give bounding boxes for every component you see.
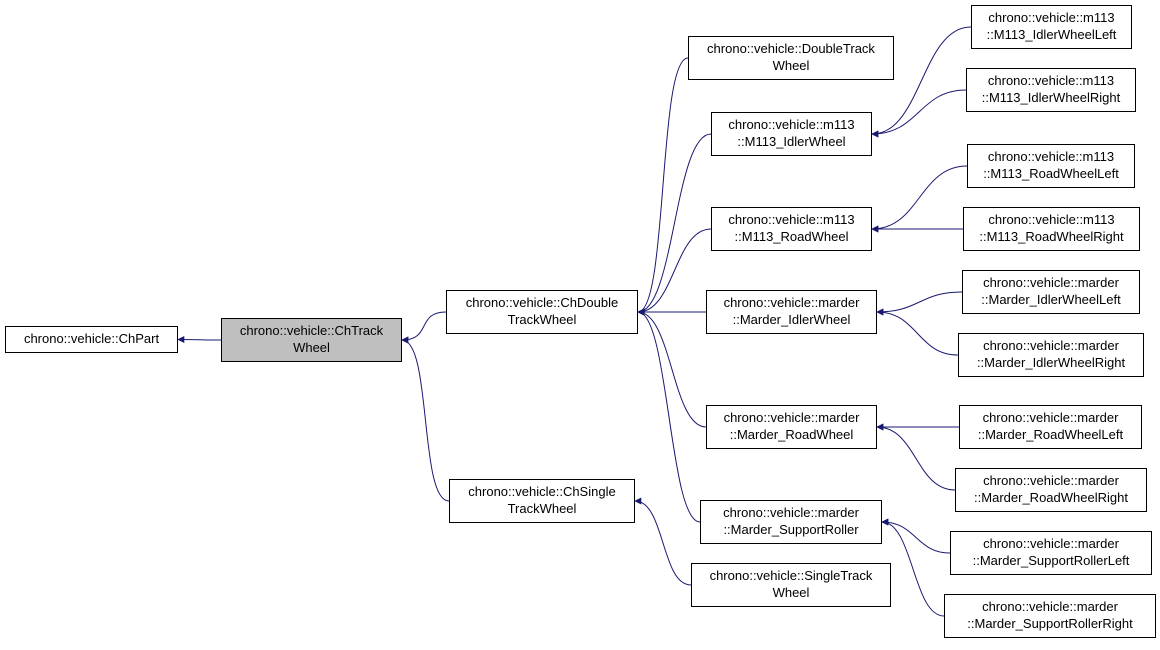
node-marderroadwheel[interactable]: chrono::vehicle::marder::Marder_RoadWhee… <box>706 405 877 449</box>
node-label-line2: TrackWheel <box>458 501 626 518</box>
node-marderidlerwheel[interactable]: chrono::vehicle::marder::Marder_IdlerWhe… <box>706 290 877 334</box>
edge-chsingletrackwheel-to-chtrackwheel <box>402 340 449 501</box>
node-m113roadleft[interactable]: chrono::vehicle::m113::M113_RoadWheelLef… <box>967 144 1135 188</box>
node-label-line2: ::Marder_SupportRollerRight <box>953 616 1147 633</box>
node-label-line1: chrono::vehicle::marder <box>967 338 1135 355</box>
node-marderidlerleft[interactable]: chrono::vehicle::marder::Marder_IdlerWhe… <box>962 270 1140 314</box>
node-chtrackwheel[interactable]: chrono::vehicle::ChTrackWheel <box>221 318 402 362</box>
node-label-line2: ::Marder_RoadWheelLeft <box>968 427 1133 444</box>
node-label-line1: chrono::vehicle::marder <box>959 536 1143 553</box>
node-label-line1: chrono::vehicle::ChTrack <box>230 323 393 340</box>
node-label-line2: Wheel <box>697 58 885 75</box>
node-label-line1: chrono::vehicle::marder <box>968 410 1133 427</box>
node-label-line1: chrono::vehicle::m113 <box>976 149 1126 166</box>
node-label-line1: chrono::vehicle::DoubleTrack <box>697 41 885 58</box>
edge-mardersupportright-to-mardersupport <box>882 522 944 616</box>
node-mardersupportright[interactable]: chrono::vehicle::marder::Marder_SupportR… <box>944 594 1156 638</box>
node-chsingletrackwheel[interactable]: chrono::vehicle::ChSingleTrackWheel <box>449 479 635 523</box>
edge-mardersupport-to-chdoubletrackwheel <box>638 312 700 522</box>
node-label-line2: ::M113_IdlerWheel <box>720 134 863 151</box>
edge-doubletrackwheel-to-chdoubletrackwheel <box>638 58 688 312</box>
edge-chtrackwheel-to-chpart <box>178 340 221 341</box>
node-label-line1: chrono::vehicle::marder <box>709 505 873 522</box>
node-mardersupport[interactable]: chrono::vehicle::marder::Marder_SupportR… <box>700 500 882 544</box>
node-m113idlerleft[interactable]: chrono::vehicle::m113::M113_IdlerWheelLe… <box>971 5 1132 49</box>
node-doubletrackwheel[interactable]: chrono::vehicle::DoubleTrackWheel <box>688 36 894 80</box>
node-label-line1: chrono::vehicle::ChPart <box>14 331 169 348</box>
node-m113idlerright[interactable]: chrono::vehicle::m113::M113_IdlerWheelRi… <box>966 68 1136 112</box>
edge-m113roadleft-to-m113roadwheel <box>872 166 967 229</box>
node-m113roadwheel[interactable]: chrono::vehicle::m113::M113_RoadWheel <box>711 207 872 251</box>
node-mardersupportleft[interactable]: chrono::vehicle::marder::Marder_SupportR… <box>950 531 1152 575</box>
node-label-line1: chrono::vehicle::m113 <box>720 212 863 229</box>
node-label-line2: ::Marder_SupportRollerLeft <box>959 553 1143 570</box>
node-label-line2: ::M113_RoadWheelRight <box>972 229 1131 246</box>
node-label-line1: chrono::vehicle::ChDouble <box>455 295 629 312</box>
node-marderroadright[interactable]: chrono::vehicle::marder::Marder_RoadWhee… <box>955 468 1147 512</box>
node-label-line1: chrono::vehicle::marder <box>715 410 868 427</box>
edge-mardersupportleft-to-mardersupport <box>882 522 950 553</box>
node-label-line2: Wheel <box>700 585 882 602</box>
edge-singletrackwheel-to-chsingletrackwheel <box>635 501 691 585</box>
node-label-line2: ::Marder_IdlerWheelLeft <box>971 292 1131 309</box>
node-label-line2: TrackWheel <box>455 312 629 329</box>
node-label-line1: chrono::vehicle::marder <box>715 295 868 312</box>
edge-m113idlerright-to-m113idlerwheel <box>872 90 966 134</box>
edge-m113idlerwheel-to-chdoubletrackwheel <box>638 134 711 312</box>
node-label-line1: chrono::vehicle::SingleTrack <box>700 568 882 585</box>
node-m113roadright[interactable]: chrono::vehicle::m113::M113_RoadWheelRig… <box>963 207 1140 251</box>
node-label-line2: Wheel <box>230 340 393 357</box>
edge-m113roadwheel-to-chdoubletrackwheel <box>638 229 711 312</box>
node-label-line1: chrono::vehicle::marder <box>964 473 1138 490</box>
node-label-line2: ::Marder_IdlerWheel <box>715 312 868 329</box>
node-label-line1: chrono::vehicle::m113 <box>972 212 1131 229</box>
edge-marderidlerleft-to-marderidlerwheel <box>877 292 962 312</box>
node-label-line2: ::M113_IdlerWheelLeft <box>980 27 1123 44</box>
node-label-line1: chrono::vehicle::m113 <box>975 73 1127 90</box>
node-m113idlerwheel[interactable]: chrono::vehicle::m113::M113_IdlerWheel <box>711 112 872 156</box>
node-singletrackwheel[interactable]: chrono::vehicle::SingleTrackWheel <box>691 563 891 607</box>
node-label-line2: ::Marder_RoadWheelRight <box>964 490 1138 507</box>
node-label-line1: chrono::vehicle::ChSingle <box>458 484 626 501</box>
node-chdoubletrackwheel[interactable]: chrono::vehicle::ChDoubleTrackWheel <box>446 290 638 334</box>
node-label-line2: ::M113_RoadWheel <box>720 229 863 246</box>
node-label-line2: ::Marder_SupportRoller <box>709 522 873 539</box>
edge-marderroadwheel-to-chdoubletrackwheel <box>638 312 706 427</box>
node-label-line1: chrono::vehicle::marder <box>953 599 1147 616</box>
node-label-line1: chrono::vehicle::m113 <box>720 117 863 134</box>
node-label-line1: chrono::vehicle::marder <box>971 275 1131 292</box>
edge-marderidlerright-to-marderidlerwheel <box>877 312 958 355</box>
edge-chdoubletrackwheel-to-chtrackwheel <box>402 312 446 340</box>
node-marderidlerright[interactable]: chrono::vehicle::marder::Marder_IdlerWhe… <box>958 333 1144 377</box>
node-label-line1: chrono::vehicle::m113 <box>980 10 1123 27</box>
node-chpart[interactable]: chrono::vehicle::ChPart <box>5 326 178 353</box>
node-marderroadleft[interactable]: chrono::vehicle::marder::Marder_RoadWhee… <box>959 405 1142 449</box>
node-label-line2: ::Marder_IdlerWheelRight <box>967 355 1135 372</box>
node-label-line2: ::Marder_RoadWheel <box>715 427 868 444</box>
edge-marderroadright-to-marderroadwheel <box>877 427 955 490</box>
node-label-line2: ::M113_IdlerWheelRight <box>975 90 1127 107</box>
node-label-line2: ::M113_RoadWheelLeft <box>976 166 1126 183</box>
